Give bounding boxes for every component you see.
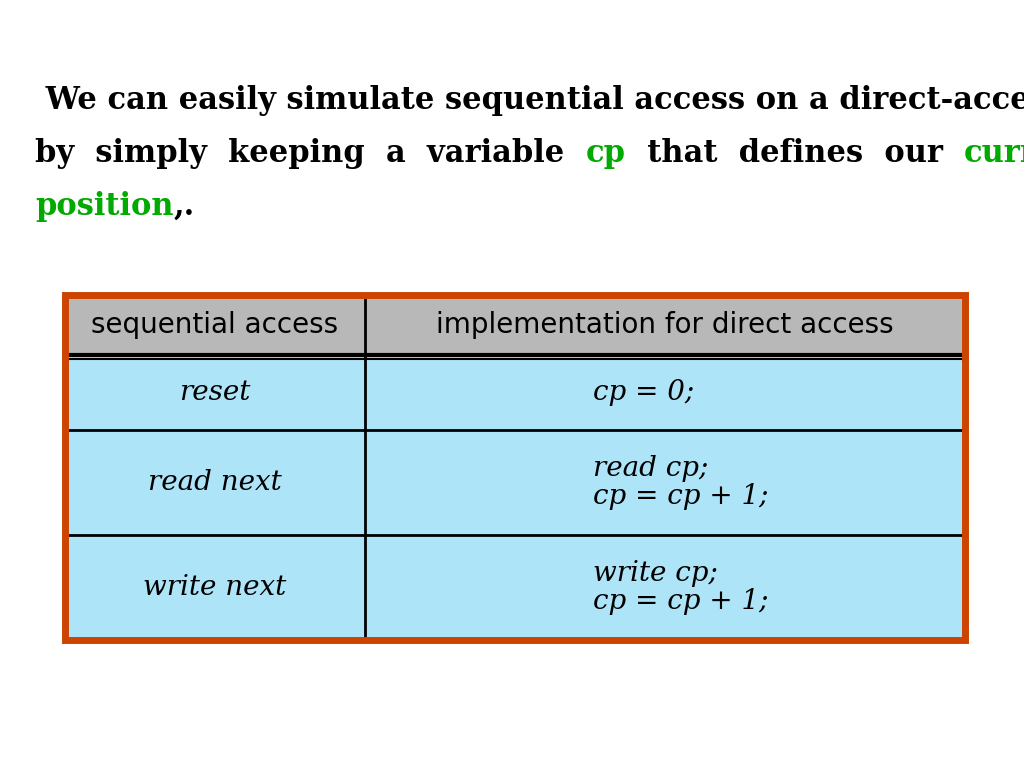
- Bar: [65, 535, 965, 640]
- Bar: [65, 355, 965, 430]
- Text: reset: reset: [179, 379, 251, 406]
- Text: cp = 0;: cp = 0;: [593, 379, 694, 406]
- Text: write cp;: write cp;: [593, 560, 718, 587]
- Text: We can easily simulate sequential access on a direct-access file: We can easily simulate sequential access…: [35, 85, 1024, 116]
- Bar: [65, 295, 965, 640]
- Text: ,.: ,.: [174, 191, 195, 222]
- Text: cp = cp + 1;: cp = cp + 1;: [593, 483, 768, 510]
- Text: implementation for direct access: implementation for direct access: [436, 311, 894, 339]
- Text: sequential access: sequential access: [91, 311, 339, 339]
- Text: write next: write next: [143, 574, 287, 601]
- Text: cp = cp + 1;: cp = cp + 1;: [593, 588, 768, 615]
- Text: by  simply  keeping  a  variable: by simply keeping a variable: [35, 138, 586, 169]
- Text: cp: cp: [586, 138, 626, 169]
- Text: read cp;: read cp;: [593, 455, 709, 482]
- Bar: [65, 430, 965, 535]
- Text: read next: read next: [148, 469, 282, 496]
- Text: that  defines  our: that defines our: [626, 138, 964, 169]
- Text: current: current: [964, 138, 1024, 169]
- Bar: [65, 295, 965, 355]
- Text: position: position: [35, 191, 174, 222]
